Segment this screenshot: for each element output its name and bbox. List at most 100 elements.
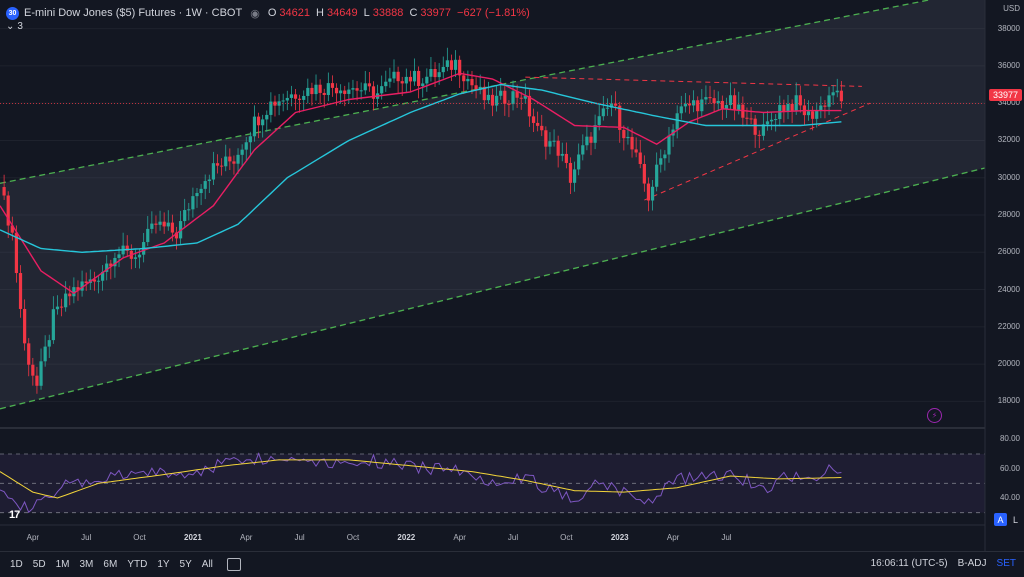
candle-body (101, 271, 105, 281)
candle-body (819, 105, 823, 111)
candle-body (339, 90, 343, 94)
indicators-collapse-button[interactable]: ⌄ 3 (6, 21, 23, 32)
auto-scale-button[interactable]: A (994, 513, 1007, 526)
candle-body (293, 94, 298, 99)
candle-body (158, 221, 162, 225)
clock[interactable]: 16:06:11 (UTC-5) (870, 558, 948, 569)
channel-lower-line (0, 167, 986, 410)
candle-body (117, 254, 121, 258)
timeframe-button-1d[interactable]: 1D (10, 559, 23, 570)
candle-body (343, 90, 347, 94)
candle-body (105, 263, 109, 272)
symbol-badge[interactable]: 30 (6, 6, 19, 20)
candle-body (609, 103, 614, 108)
candle-body (650, 186, 655, 201)
candle-body (384, 81, 388, 87)
time-tick-label: Apr (666, 533, 680, 542)
candle-body (76, 287, 80, 291)
candle-body (191, 196, 195, 210)
candle-body (412, 70, 417, 82)
candle-body (839, 90, 843, 102)
price-tick-label: 30000 (997, 172, 1020, 182)
candle-body (663, 154, 667, 159)
change-value: −627 (−1.81%) (457, 7, 530, 19)
tradingview-logo[interactable]: 17 (9, 509, 20, 521)
candle-body (614, 103, 618, 106)
session-toggle[interactable]: SET (996, 558, 1016, 569)
time-tick-label: Oct (133, 533, 146, 542)
price-tick-label: 18000 (997, 396, 1020, 406)
candle-body (531, 116, 536, 123)
indicator-count: 3 (17, 21, 23, 32)
candle-body (392, 71, 396, 79)
time-tick-label: Apr (453, 533, 466, 542)
candle-body (728, 95, 733, 106)
candle-body (322, 92, 326, 95)
candle-body (240, 149, 244, 155)
candle-body (453, 59, 458, 70)
timeframe-button-5d[interactable]: 5D (32, 559, 46, 570)
candle-body (622, 129, 626, 139)
candle-body (408, 76, 413, 82)
candle-body (68, 293, 72, 297)
log-scale-button[interactable]: L (1012, 514, 1018, 525)
candle-body (146, 228, 150, 243)
candle-body (326, 83, 330, 95)
candle-body (769, 119, 774, 122)
candle-body (417, 70, 421, 87)
timeframe-button-1y[interactable]: 1Y (157, 559, 170, 570)
candle-body (679, 106, 683, 114)
candle-body (248, 136, 252, 143)
candle-body (462, 75, 466, 82)
candle-body (306, 87, 310, 96)
candle-body (585, 136, 589, 146)
candle-body (683, 103, 687, 107)
candle-body (166, 222, 170, 227)
candle-body (80, 281, 84, 291)
candle-body (252, 116, 257, 137)
candle-body (183, 210, 187, 222)
currency-label[interactable]: USD (1003, 4, 1020, 13)
timeframe-button-all[interactable]: All (201, 559, 213, 570)
candle-body (601, 108, 605, 117)
candle-body (232, 161, 236, 164)
candle-body (638, 152, 642, 164)
close-value: 33977 (420, 7, 451, 19)
timeframe-button-6m[interactable]: 6M (103, 559, 118, 570)
calendar-icon[interactable] (226, 558, 241, 571)
candle-body (363, 83, 367, 91)
candle-body (6, 195, 10, 226)
candle-body (519, 97, 523, 99)
chart-legend: 30 E-mini Dow Jones ($5) Futures · 1W · … (6, 5, 533, 21)
symbol-title[interactable]: E-mini Dow Jones ($5) Futures · 1W · CBO… (24, 7, 243, 19)
candle-body (351, 88, 355, 90)
time-tick-label: Jul (721, 533, 732, 542)
candle-body (687, 103, 692, 106)
candle-body (626, 136, 630, 139)
lightning-icon[interactable]: ⚡ (927, 408, 942, 423)
candle-body (396, 71, 400, 82)
eye-icon[interactable]: ◉ (250, 7, 260, 20)
candle-body (700, 99, 704, 112)
candle-body (59, 306, 64, 308)
candle-body (330, 83, 335, 88)
candle-body (630, 136, 634, 150)
rsi-line (0, 452, 842, 514)
timeframe-button-ytd[interactable]: YTD (127, 559, 148, 570)
candle-body (712, 98, 716, 104)
close-key: C (409, 7, 418, 19)
timeframe-button-1m[interactable]: 1M (55, 559, 70, 570)
timeframe-button-3m[interactable]: 3M (79, 559, 94, 570)
candle-body (84, 281, 88, 284)
candle-body (724, 105, 729, 109)
candle-body (618, 105, 622, 130)
adjustment-toggle[interactable]: B-ADJ (957, 558, 987, 569)
timeframe-button-5y[interactable]: 5Y (179, 559, 192, 570)
chevron-down-icon: ⌄ (6, 21, 15, 32)
candle-body (281, 100, 285, 102)
candle-body (207, 179, 211, 182)
ohlc-values: O 34621 H 34649 L 33888 C 33977 −627 (−1.81%… (268, 7, 533, 19)
candle-body (314, 84, 318, 95)
time-tick-label: Jul (81, 533, 92, 542)
